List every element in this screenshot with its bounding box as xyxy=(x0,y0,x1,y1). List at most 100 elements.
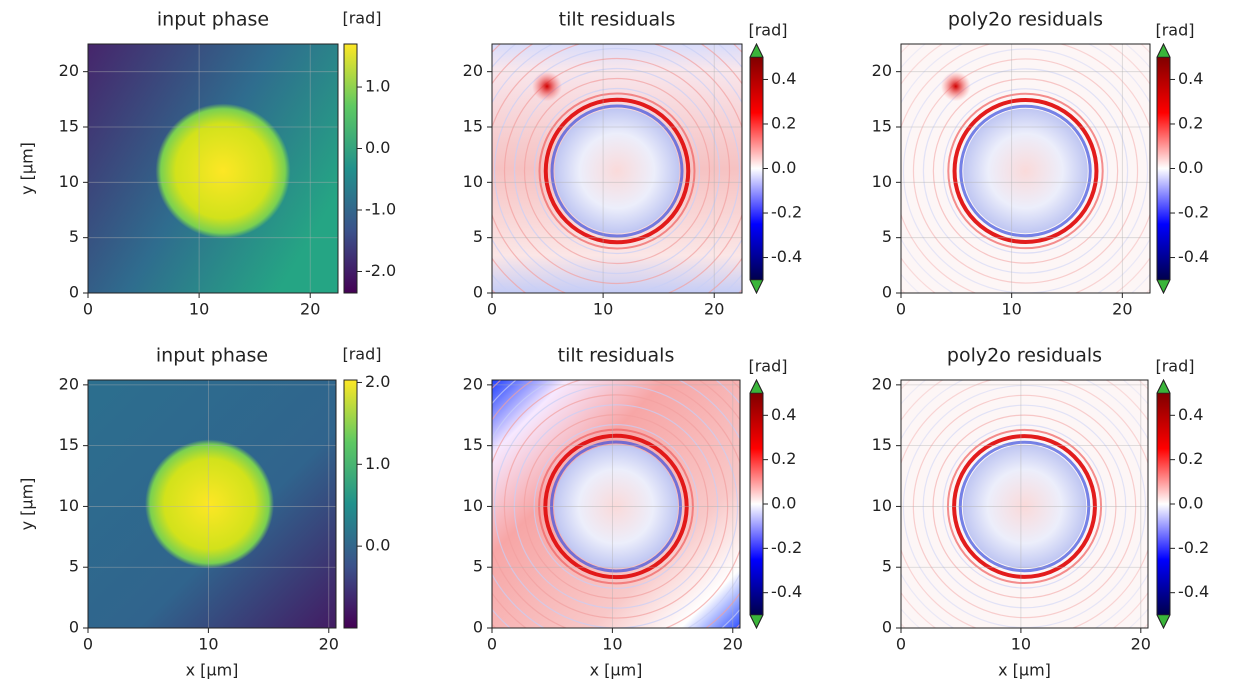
ring xyxy=(902,48,1149,293)
colorbar xyxy=(344,380,357,628)
colorbar-tick-label: -2.0 xyxy=(365,261,396,280)
y-tick-label: 15 xyxy=(463,117,483,136)
ring xyxy=(513,67,721,275)
chart-title: input phase xyxy=(157,9,269,31)
colorbar-tick-label: 0.4 xyxy=(771,69,796,88)
y-tick-label: 10 xyxy=(463,496,483,515)
image-blob xyxy=(155,103,291,239)
colorbar xyxy=(1157,393,1170,615)
colorbar-tick-label: 0.4 xyxy=(771,405,796,424)
ring xyxy=(493,47,741,293)
colorbar-tick-label: -0.4 xyxy=(771,247,802,266)
x-tick-label: 20 xyxy=(300,300,320,319)
y-tick-label: 10 xyxy=(872,172,892,191)
y-tick-label: 20 xyxy=(59,61,79,80)
ring xyxy=(912,58,1139,284)
colorbar-tick-label: 2.0 xyxy=(365,372,390,391)
axes-frame xyxy=(900,43,1151,294)
x-tick-label: 10 xyxy=(189,300,209,319)
x-tick-label: 20 xyxy=(1112,300,1132,319)
colorbar-tick-label: -0.4 xyxy=(1178,582,1209,601)
image xyxy=(492,44,742,293)
colorbar-label: [rad] xyxy=(1155,357,1194,376)
y-tick-label: 15 xyxy=(872,117,892,136)
colorbar-frame xyxy=(749,378,764,630)
y-tick-label: 0 xyxy=(69,283,79,302)
colorbar-tick-label: -0.2 xyxy=(1178,538,1209,557)
chart-title: tilt residuals xyxy=(559,9,676,31)
x-tick-label: 10 xyxy=(198,635,218,654)
ring xyxy=(543,97,691,245)
y-tick-label: 15 xyxy=(872,435,892,454)
colorbar-tick-label: 0.2 xyxy=(771,113,796,132)
y-tick-label: 20 xyxy=(872,374,892,393)
ring xyxy=(550,104,684,238)
x-tick-label: 20 xyxy=(319,635,339,654)
colorbar xyxy=(750,393,763,615)
ring xyxy=(952,98,1099,244)
colorbar-tick-label: 1.0 xyxy=(365,77,390,96)
x-tick-label: 10 xyxy=(602,635,622,654)
ring xyxy=(523,77,711,265)
colorbar-extend xyxy=(749,614,764,629)
colorbar-tick-label: 0.0 xyxy=(1178,158,1203,177)
colorbar-label: [rad] xyxy=(748,357,787,376)
y-tick-label: 20 xyxy=(872,61,892,80)
y-tick-label: 0 xyxy=(473,618,483,637)
colorbar-extend xyxy=(749,379,764,394)
y-tick-label: 5 xyxy=(473,227,483,246)
chart-title: tilt residuals xyxy=(558,345,675,367)
ring xyxy=(533,87,701,255)
x-tick-label: 10 xyxy=(593,300,613,319)
y-axis-label: y [µm] xyxy=(18,142,37,195)
colorbar-tick-label: -0.2 xyxy=(771,203,802,222)
colorbar-tick-label: -0.4 xyxy=(1178,247,1209,266)
colorbar-label: [rad] xyxy=(342,345,381,364)
colorbar-frame xyxy=(749,42,764,295)
image-blob xyxy=(145,439,274,569)
y-tick-label: 5 xyxy=(69,557,79,576)
image xyxy=(901,44,1150,293)
x-tick-label: 20 xyxy=(723,635,743,654)
colorbar xyxy=(344,44,357,293)
y-tick-label: 0 xyxy=(882,618,892,637)
chart-title: input phase xyxy=(156,345,268,367)
axes-frame xyxy=(491,379,741,629)
y-tick-label: 5 xyxy=(69,227,79,246)
axes-frame xyxy=(87,43,339,294)
y-tick-label: 10 xyxy=(59,496,79,515)
colorbar-tick-label: 0.4 xyxy=(1178,405,1203,424)
axes-frame xyxy=(87,379,337,629)
colorbar-frame xyxy=(1156,378,1171,630)
y-tick-label: 0 xyxy=(882,283,892,302)
x-tick-label: 20 xyxy=(1131,635,1151,654)
x-tick-label: 0 xyxy=(896,300,906,319)
ring xyxy=(538,92,696,250)
colorbar-tick-label: -0.2 xyxy=(771,538,802,557)
colorbar-tick-label: 0.2 xyxy=(771,449,796,468)
axes-frame xyxy=(491,43,743,294)
image xyxy=(88,44,338,293)
colorbar-frame xyxy=(343,43,358,294)
colorbar-tick-label: -0.4 xyxy=(771,582,802,601)
y-tick-label: 15 xyxy=(59,435,79,454)
x-tick-label: 0 xyxy=(83,300,93,319)
colorbar-tick-label: 0.0 xyxy=(771,494,796,513)
colorbar-extend xyxy=(1156,279,1171,294)
y-tick-label: 5 xyxy=(473,557,483,576)
image-core xyxy=(554,108,680,234)
colorbar-tick-label: 0.2 xyxy=(1178,449,1203,468)
x-tick-label: 0 xyxy=(487,300,497,319)
ring xyxy=(959,104,1092,238)
colorbar-frame xyxy=(343,379,358,629)
chart-title: poly2o residuals xyxy=(947,345,1102,367)
y-tick-label: 20 xyxy=(463,374,483,393)
y-tick-label: 20 xyxy=(59,374,79,393)
colorbar-tick-label: 0.0 xyxy=(1178,494,1203,513)
chart-title: poly2o residuals xyxy=(948,9,1103,31)
axes-frame xyxy=(900,379,1149,629)
ring xyxy=(947,92,1104,250)
x-tick-label: 20 xyxy=(704,300,724,319)
y-tick-label: 0 xyxy=(473,283,483,302)
